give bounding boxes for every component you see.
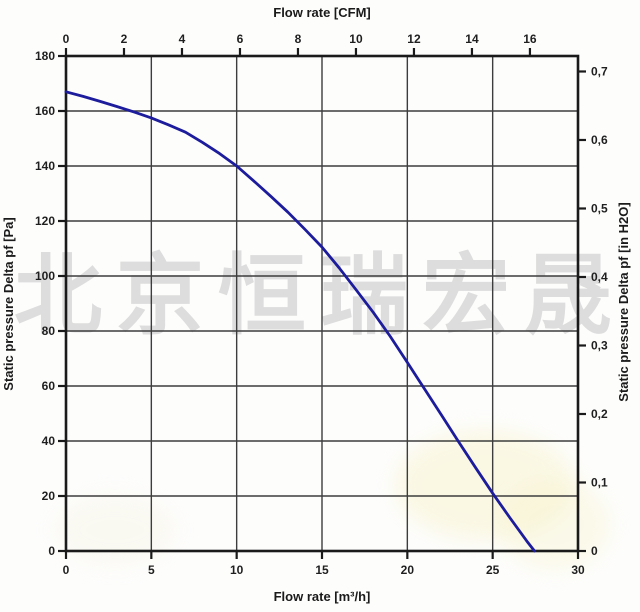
svg-text:2: 2 (121, 32, 128, 46)
left-axis-ticks: 0 20 40 60 80 100 120 140 160 180 (35, 49, 66, 558)
bottom-axis-title: Flow rate [m³/h] (274, 589, 371, 604)
svg-text:5: 5 (148, 563, 155, 577)
svg-text:30: 30 (571, 563, 585, 577)
svg-text:0: 0 (63, 563, 70, 577)
svg-text:0: 0 (63, 32, 70, 46)
svg-text:16: 16 (523, 32, 537, 46)
svg-text:0,1: 0,1 (591, 475, 608, 489)
svg-text:20: 20 (401, 563, 415, 577)
svg-text:100: 100 (35, 269, 55, 283)
svg-text:0,2: 0,2 (591, 407, 608, 421)
svg-text:25: 25 (486, 563, 500, 577)
svg-text:80: 80 (42, 324, 56, 338)
svg-text:15: 15 (315, 563, 329, 577)
svg-text:0,4: 0,4 (591, 270, 608, 284)
chinese-watermark: 北京恒瑞宏晟 (13, 244, 626, 347)
grid-lines (66, 56, 578, 551)
svg-text:0,7: 0,7 (591, 64, 608, 78)
right-axis-ticks: 0 0,1 0,2 0,3 0,4 0,5 0,6 0,7 (578, 64, 608, 558)
svg-text:0: 0 (48, 544, 55, 558)
svg-text:0,5: 0,5 (591, 201, 608, 215)
top-axis-title: Flow rate [CFM] (273, 5, 371, 20)
svg-text:60: 60 (42, 379, 56, 393)
svg-text:180: 180 (35, 49, 55, 63)
right-axis-title: Static pressure Delta pf [in H2O] (616, 202, 631, 401)
svg-text:0,6: 0,6 (591, 133, 608, 147)
svg-text:14: 14 (465, 32, 479, 46)
top-axis-ticks: 0 2 4 6 8 10 12 14 16 (63, 32, 537, 56)
svg-text:140: 140 (35, 159, 55, 173)
svg-text:4: 4 (179, 32, 186, 46)
svg-text:10: 10 (349, 32, 363, 46)
bottom-axis-ticks: 0 5 10 15 20 25 30 (63, 551, 585, 577)
svg-text:0: 0 (591, 544, 598, 558)
svg-text:12: 12 (407, 32, 421, 46)
svg-text:160: 160 (35, 104, 55, 118)
svg-text:8: 8 (295, 32, 302, 46)
svg-text:40: 40 (42, 434, 56, 448)
left-axis-title: Static pressure Delta pf [Pa] (1, 217, 16, 390)
svg-text:20: 20 (42, 489, 56, 503)
svg-text:120: 120 (35, 214, 55, 228)
svg-text:10: 10 (230, 563, 244, 577)
svg-text:6: 6 (237, 32, 244, 46)
svg-text:0,3: 0,3 (591, 338, 608, 352)
performance-curve (64, 90, 536, 553)
